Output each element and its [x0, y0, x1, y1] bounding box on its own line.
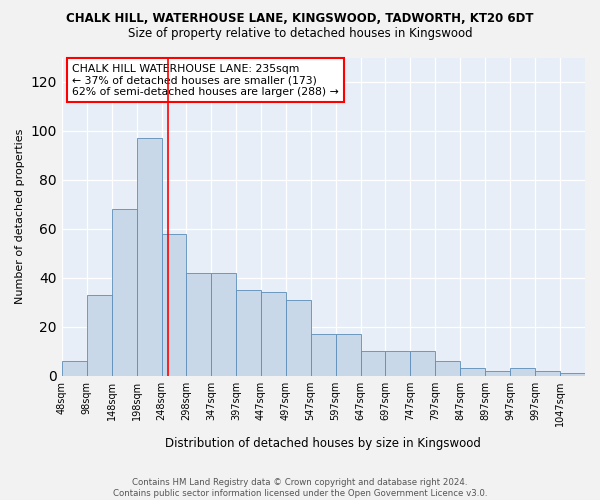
X-axis label: Distribution of detached houses by size in Kingswood: Distribution of detached houses by size …	[166, 437, 481, 450]
Bar	[311, 334, 335, 376]
Bar	[460, 368, 485, 376]
Bar	[436, 361, 460, 376]
Text: CHALK HILL, WATERHOUSE LANE, KINGSWOOD, TADWORTH, KT20 6DT: CHALK HILL, WATERHOUSE LANE, KINGSWOOD, …	[66, 12, 534, 26]
Bar	[335, 334, 361, 376]
Bar	[385, 351, 410, 376]
Bar	[410, 351, 436, 376]
Bar	[211, 273, 236, 376]
Bar	[535, 371, 560, 376]
Bar	[286, 300, 311, 376]
Bar	[87, 295, 112, 376]
Bar	[187, 273, 211, 376]
Bar	[161, 234, 187, 376]
Text: CHALK HILL WATERHOUSE LANE: 235sqm
← 37% of detached houses are smaller (173)
62: CHALK HILL WATERHOUSE LANE: 235sqm ← 37%…	[72, 64, 339, 97]
Bar	[236, 290, 261, 376]
Bar	[137, 138, 161, 376]
Bar	[485, 371, 510, 376]
Bar	[62, 361, 87, 376]
Bar	[361, 351, 385, 376]
Bar	[560, 373, 585, 376]
Text: Size of property relative to detached houses in Kingswood: Size of property relative to detached ho…	[128, 28, 472, 40]
Bar	[261, 292, 286, 376]
Y-axis label: Number of detached properties: Number of detached properties	[15, 129, 25, 304]
Bar	[510, 368, 535, 376]
Text: Contains HM Land Registry data © Crown copyright and database right 2024.
Contai: Contains HM Land Registry data © Crown c…	[113, 478, 487, 498]
Bar	[112, 209, 137, 376]
